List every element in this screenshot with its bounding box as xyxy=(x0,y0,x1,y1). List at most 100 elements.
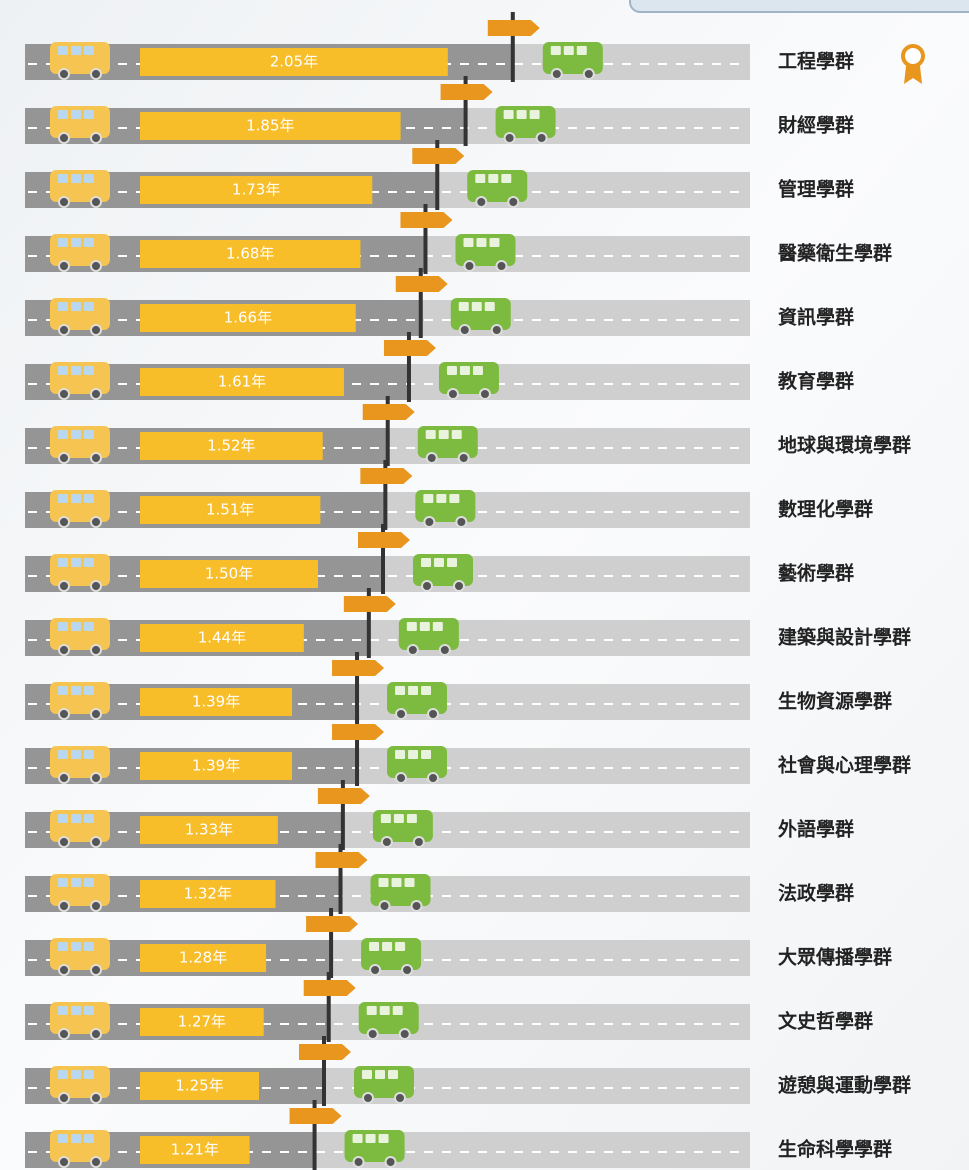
sign-arrow xyxy=(396,276,448,292)
bus-wheel xyxy=(400,1029,410,1039)
bus-window xyxy=(393,1006,403,1015)
bus-window xyxy=(392,878,402,887)
value-label: 1.51年 xyxy=(206,501,254,519)
value-label: 1.44年 xyxy=(198,629,246,647)
bus-window xyxy=(58,110,68,119)
bus-window xyxy=(395,942,405,951)
bus-wheel xyxy=(428,773,438,783)
bus-wheel xyxy=(396,709,406,719)
bus-wheel xyxy=(380,901,390,911)
bus-window xyxy=(58,174,68,183)
category-label: 工程學群 xyxy=(778,50,854,73)
bus-wheel xyxy=(59,453,69,463)
sign-arrow xyxy=(384,340,436,356)
bus-wheel xyxy=(464,261,474,271)
bus-window xyxy=(84,494,94,503)
bus-window xyxy=(408,750,418,759)
bus-wheel xyxy=(370,965,380,975)
bus-window xyxy=(408,686,418,695)
bus-window xyxy=(84,558,94,567)
bus-window xyxy=(71,1070,81,1079)
category-label: 社會與心理學群 xyxy=(777,754,911,777)
bus-window xyxy=(407,814,417,823)
category-label: 資訊學群 xyxy=(778,306,854,329)
bus-window xyxy=(84,750,94,759)
bus-wheel xyxy=(396,773,406,783)
bus-wheel xyxy=(412,901,422,911)
bus-wheel xyxy=(91,453,101,463)
category-label: 法政學群 xyxy=(778,882,854,905)
sign-arrow xyxy=(344,596,396,612)
chart: 2.05年工程學群1.85年財經學群1.73年管理學群1.68年醫藥衛生學群1.… xyxy=(0,0,969,1170)
value-label: 1.66年 xyxy=(224,309,272,327)
bus-window xyxy=(71,430,81,439)
bus-wheel xyxy=(537,133,547,143)
bus-window xyxy=(71,238,81,247)
bus-wheel xyxy=(59,197,69,207)
bus-wheel xyxy=(354,1157,364,1167)
bus-wheel xyxy=(59,837,69,847)
bus-wheel xyxy=(456,517,466,527)
bus-window xyxy=(362,1070,372,1079)
bus-window xyxy=(84,46,94,55)
value-label: 1.50年 xyxy=(205,565,253,583)
bus-window xyxy=(58,1134,68,1143)
bus-window xyxy=(517,110,527,119)
bus-window xyxy=(407,622,417,631)
value-label: 1.21年 xyxy=(171,1141,219,1159)
bus-window xyxy=(459,302,469,311)
bus-window xyxy=(379,878,389,887)
bus-window xyxy=(58,302,68,311)
bus-window xyxy=(488,174,498,183)
bus-window xyxy=(58,750,68,759)
value-label: 1.39年 xyxy=(192,757,240,775)
bus-window xyxy=(58,46,68,55)
bus-window xyxy=(84,238,94,247)
bus-wheel xyxy=(59,709,69,719)
bus-wheel xyxy=(91,69,101,79)
bus-window xyxy=(71,366,81,375)
bus-window xyxy=(71,174,81,183)
value-label: 2.05年 xyxy=(270,53,318,71)
bus-wheel xyxy=(59,389,69,399)
bus-window xyxy=(366,1134,376,1143)
bus-window xyxy=(58,430,68,439)
bus-wheel xyxy=(91,901,101,911)
bus-window xyxy=(71,558,81,567)
bus-window xyxy=(382,942,392,951)
category-label: 建築與設計學群 xyxy=(778,626,911,649)
bus-wheel xyxy=(91,1157,101,1167)
bus-wheel xyxy=(414,837,424,847)
sign-arrow xyxy=(306,916,358,932)
bus-window xyxy=(434,558,444,567)
bus-window xyxy=(84,814,94,823)
bus-window xyxy=(58,942,68,951)
bus-wheel xyxy=(368,1029,378,1039)
bus-window xyxy=(426,430,436,439)
bus-wheel xyxy=(363,1093,373,1103)
bus-wheel xyxy=(59,901,69,911)
category-label: 生命科學學群 xyxy=(778,1138,892,1161)
bus-window xyxy=(71,1006,81,1015)
bus-window xyxy=(58,558,68,567)
value-label: 1.25年 xyxy=(175,1077,223,1095)
medal xyxy=(903,46,923,66)
bus-wheel xyxy=(91,709,101,719)
bus-window xyxy=(71,878,81,887)
bus-window xyxy=(394,814,404,823)
category-label: 管理學群 xyxy=(778,178,854,201)
bus-window xyxy=(501,174,511,183)
sign-arrow xyxy=(441,84,493,100)
category-label: 醫藥衛生學群 xyxy=(778,242,892,265)
bus-wheel xyxy=(402,965,412,975)
bus-window xyxy=(71,1134,81,1143)
bus-window xyxy=(452,430,462,439)
bus-window xyxy=(564,46,574,55)
bus-window xyxy=(84,878,94,887)
bus-window xyxy=(58,238,68,247)
category-label: 文史哲學群 xyxy=(778,1010,873,1033)
value-label: 1.68年 xyxy=(226,245,274,263)
bus-window xyxy=(421,558,431,567)
sign-arrow xyxy=(332,724,384,740)
sign-arrow xyxy=(363,404,415,420)
